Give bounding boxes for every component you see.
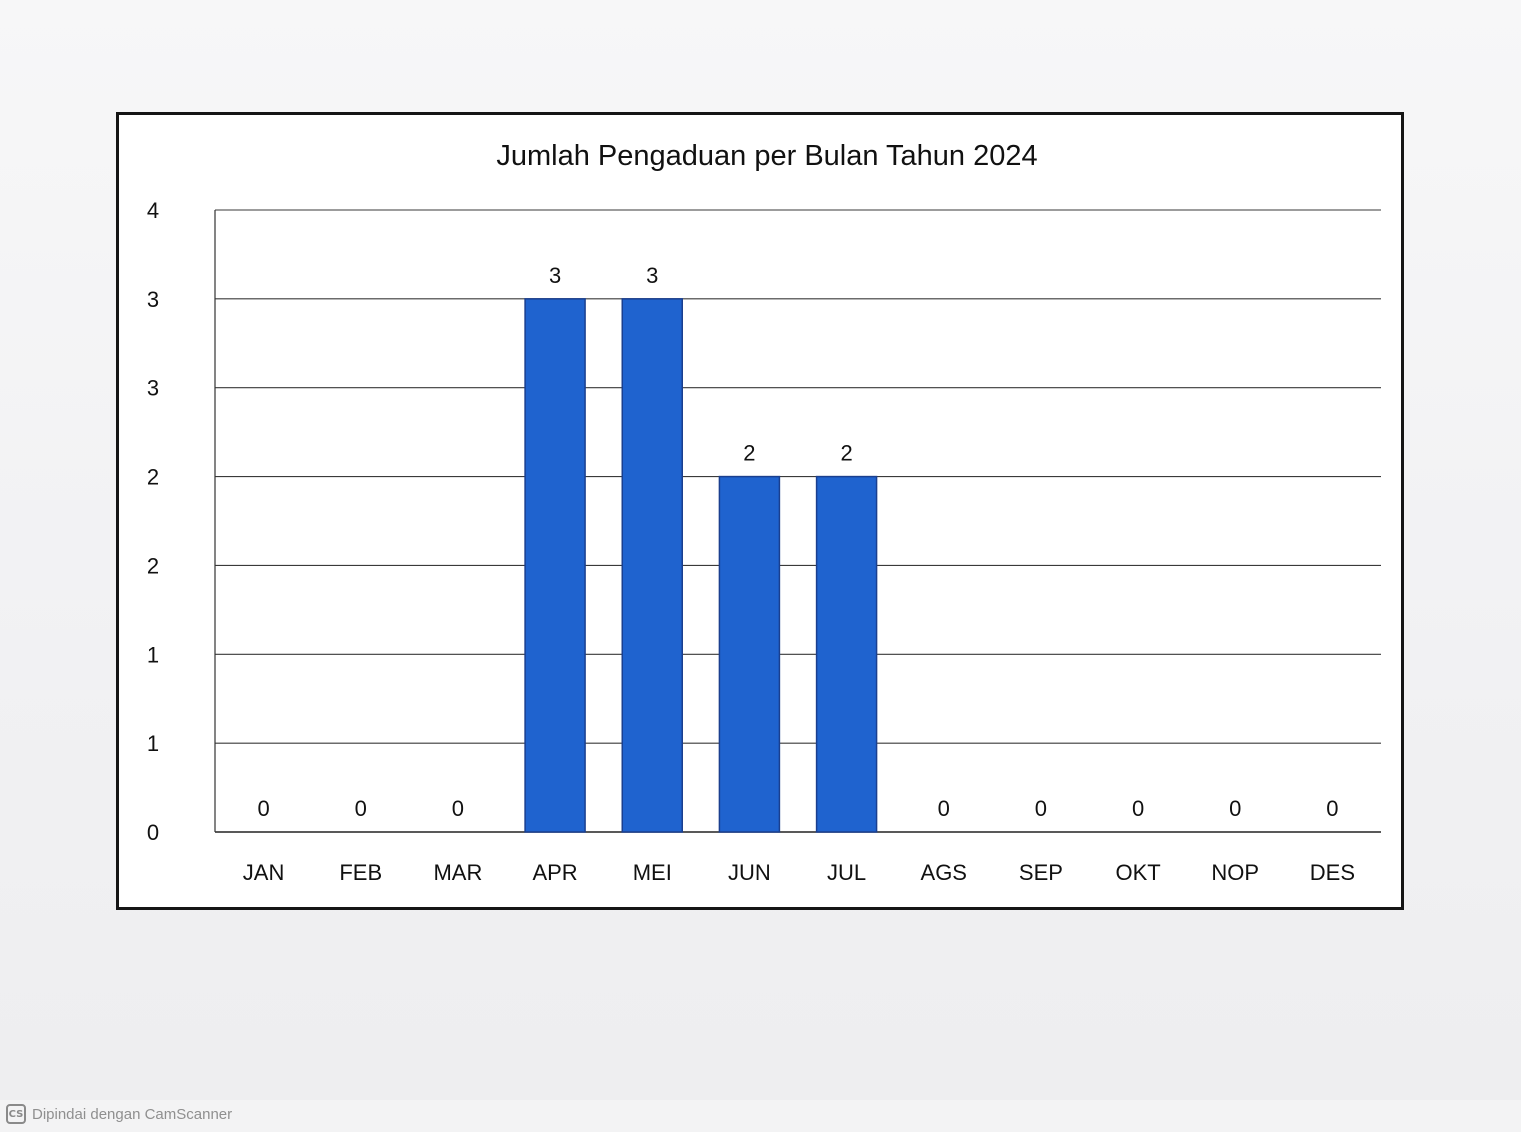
y-axis-ticks: 0 1 1 2 2 3 3 4 (147, 198, 159, 845)
x-tick-label-apr: APR (532, 860, 577, 885)
chart-frame: Jumlah Pengaduan per Bulan Tahun 2024 0 1… (116, 112, 1404, 910)
x-tick-label-sep: SEP (1019, 860, 1063, 885)
data-label-feb: 0 (355, 796, 367, 821)
camscanner-logo-icon: CS (6, 1104, 26, 1124)
x-tick-label-des: DES (1310, 860, 1355, 885)
data-label-sep: 0 (1035, 796, 1047, 821)
data-label-jun: 2 (743, 441, 755, 466)
data-label-apr: 3 (549, 263, 561, 288)
bar-mei (621, 298, 683, 833)
data-label-ags: 0 (938, 796, 950, 821)
data-labels: 0 0 0 3 3 2 2 0 0 0 0 0 (257, 263, 1338, 821)
data-label-okt: 0 (1132, 796, 1144, 821)
y-tick-label: 4 (147, 198, 159, 223)
x-tick-label-ags: AGS (921, 860, 967, 885)
y-tick-label: 0 (147, 820, 159, 845)
y-tick-label: 3 (147, 287, 159, 312)
x-tick-label-okt: OKT (1115, 860, 1160, 885)
bar-apr (524, 298, 586, 833)
data-label-des: 0 (1326, 796, 1338, 821)
gridlines (214, 209, 1381, 833)
x-tick-label-mei: MEI (633, 860, 672, 885)
y-tick-label: 3 (147, 376, 159, 401)
camscanner-watermark: CS Dipindai dengan CamScanner (6, 1103, 232, 1125)
y-tick-label: 1 (147, 731, 159, 756)
bar-jun (718, 475, 781, 833)
data-label-mar: 0 (452, 796, 464, 821)
bar-jul (815, 475, 878, 833)
watermark-text: Dipindai dengan CamScanner (32, 1105, 233, 1123)
data-label-jul: 2 (840, 441, 852, 466)
data-label-jan: 0 (257, 796, 269, 821)
x-tick-label-nop: NOP (1211, 860, 1259, 885)
chart-title: Jumlah Pengaduan per Bulan Tahun 2024 (496, 140, 1037, 172)
x-tick-label-mar: MAR (433, 860, 482, 885)
data-label-nop: 0 (1229, 796, 1241, 821)
x-tick-label-jan: JAN (243, 860, 285, 885)
y-tick-label: 2 (147, 465, 159, 490)
y-tick-label: 2 (147, 553, 159, 578)
data-label-mei: 3 (646, 263, 658, 288)
x-tick-label-feb: FEB (339, 860, 382, 885)
bars (524, 298, 878, 833)
y-tick-label: 1 (147, 642, 159, 667)
x-tick-label-jun: JUN (728, 860, 771, 885)
bar-chart: Jumlah Pengaduan per Bulan Tahun 2024 0 1… (147, 140, 1381, 885)
x-tick-label-jul: JUL (827, 860, 866, 885)
x-axis-ticks: JAN FEB MAR APR MEI JUN JUL AGS SEP OKT NOP DES (243, 860, 1355, 885)
